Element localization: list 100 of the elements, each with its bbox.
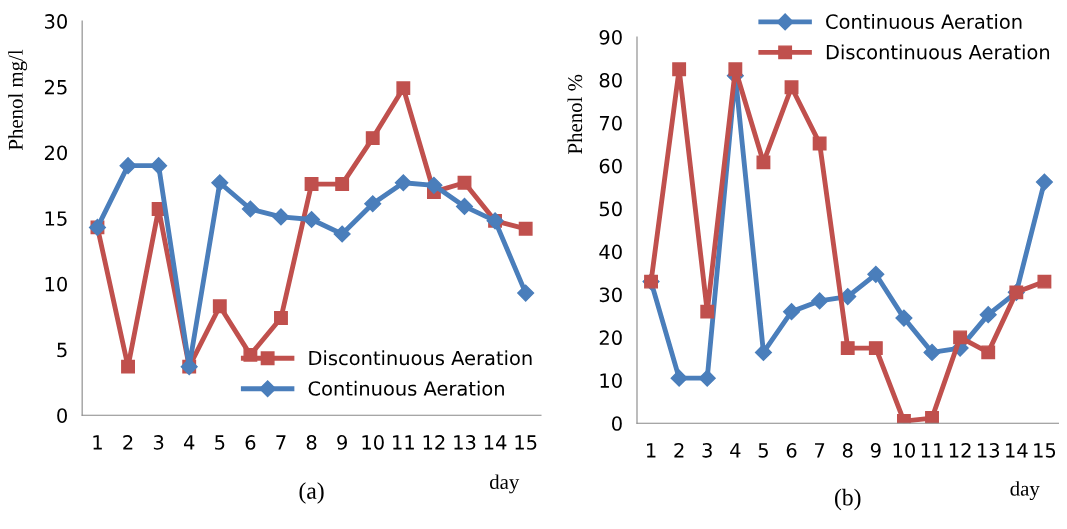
point	[304, 177, 319, 192]
x-tick-label: 3	[153, 435, 164, 450]
legend-label: Discontinuous Aeration	[826, 44, 1050, 60]
point	[670, 369, 688, 387]
x-tick-label: 5	[215, 435, 225, 450]
y-tick-label: 20	[44, 145, 67, 161]
point	[303, 210, 321, 229]
x-tick-label: 6	[245, 435, 256, 450]
x-tick-label: 13	[454, 435, 476, 450]
y-tick-label: 30	[599, 287, 622, 303]
point	[396, 81, 411, 96]
point	[335, 177, 350, 192]
x-tick-label: 15	[1034, 443, 1056, 458]
point	[364, 195, 382, 213]
point	[333, 225, 351, 243]
point	[925, 411, 939, 424]
x-tick-label: 2	[123, 435, 133, 450]
x-tick-label: 1	[647, 443, 656, 458]
x-tick-label: 7	[815, 443, 825, 458]
point	[895, 309, 913, 327]
point	[728, 62, 743, 77]
point	[394, 174, 412, 192]
x-tick-label: 14	[484, 435, 507, 450]
x-tick-label: 15	[515, 435, 537, 450]
x-tick-label: 8	[842, 442, 853, 458]
x-tick-label: 9	[870, 442, 881, 458]
y-tick-label: 30	[45, 14, 67, 29]
point	[698, 369, 716, 387]
x-tick-label: 10	[893, 442, 916, 458]
x-tick-label: 12	[949, 442, 971, 458]
y-tick-label: 10	[600, 373, 622, 388]
point	[150, 157, 168, 175]
point	[457, 175, 472, 190]
legend-label: Continuous Aeration	[826, 13, 1022, 29]
x-tick-label: 2	[674, 442, 684, 458]
x-tick-label: 7	[276, 435, 286, 450]
y-tick-label: 50	[599, 201, 622, 217]
point	[211, 174, 229, 192]
y-axis-title: Phenol %	[567, 74, 583, 154]
point	[517, 284, 535, 302]
point	[425, 176, 443, 194]
x-tick-label: 8	[306, 435, 317, 450]
y-tick-label: 80	[599, 72, 622, 88]
x-tick-label: 9	[337, 435, 347, 450]
x-tick-label: 10	[362, 435, 384, 450]
point	[868, 341, 883, 356]
point	[811, 292, 829, 310]
x-tick-label: 11	[393, 435, 414, 450]
point	[365, 131, 380, 146]
point	[455, 197, 474, 215]
point	[979, 306, 997, 324]
point	[700, 304, 715, 319]
y-tick-label: 90	[599, 29, 622, 45]
y-tick-label: 0	[57, 408, 67, 423]
x-tick-label: 3	[702, 442, 712, 458]
legend-label: Discontinuous Aeration	[309, 350, 532, 366]
text: (b)	[835, 488, 861, 511]
point	[867, 265, 885, 283]
point	[121, 359, 135, 374]
x-axis-title: day	[489, 474, 520, 494]
point	[782, 303, 801, 321]
y-tick-label: 5	[57, 342, 67, 358]
point	[784, 80, 799, 95]
x-tick-label: 6	[786, 442, 797, 458]
x-tick-label: 4	[183, 435, 195, 450]
x-tick-label: 5	[758, 443, 768, 458]
x-tick-label: 14	[1006, 443, 1028, 458]
x-tick-label: 1	[93, 435, 102, 450]
legend-label: Continuous Aeration	[308, 380, 504, 396]
x-tick-label: 11	[921, 443, 943, 458]
point	[953, 330, 968, 345]
x-axis-title: day	[1010, 481, 1040, 501]
y-tick-label: 10	[45, 276, 67, 292]
point	[119, 157, 137, 175]
point	[518, 221, 533, 236]
y-tick-label: 15	[45, 211, 67, 226]
y-tick-label: 60	[599, 158, 622, 174]
y-tick-label: 0	[612, 416, 622, 431]
point	[812, 136, 827, 151]
point	[981, 345, 996, 360]
x-tick-label: 4	[730, 443, 741, 458]
x-tick-label: 13	[977, 442, 1000, 458]
point	[272, 208, 290, 226]
y-tick-label: 20	[599, 330, 622, 346]
y-tick-label: 40	[599, 244, 622, 260]
point	[241, 200, 259, 218]
point	[840, 341, 855, 356]
point	[1037, 274, 1052, 289]
y-tick-label: 25	[44, 79, 67, 95]
point	[1035, 173, 1053, 191]
y-axis-title: Phenol mg/l	[8, 49, 28, 151]
point	[756, 155, 771, 170]
x-tick-label: 12	[423, 435, 445, 450]
point	[274, 311, 288, 325]
point	[754, 343, 772, 361]
text: (a)	[299, 482, 324, 504]
point	[672, 62, 687, 77]
y-tick-label: 70	[599, 115, 622, 131]
point	[923, 343, 941, 361]
point	[212, 299, 227, 314]
